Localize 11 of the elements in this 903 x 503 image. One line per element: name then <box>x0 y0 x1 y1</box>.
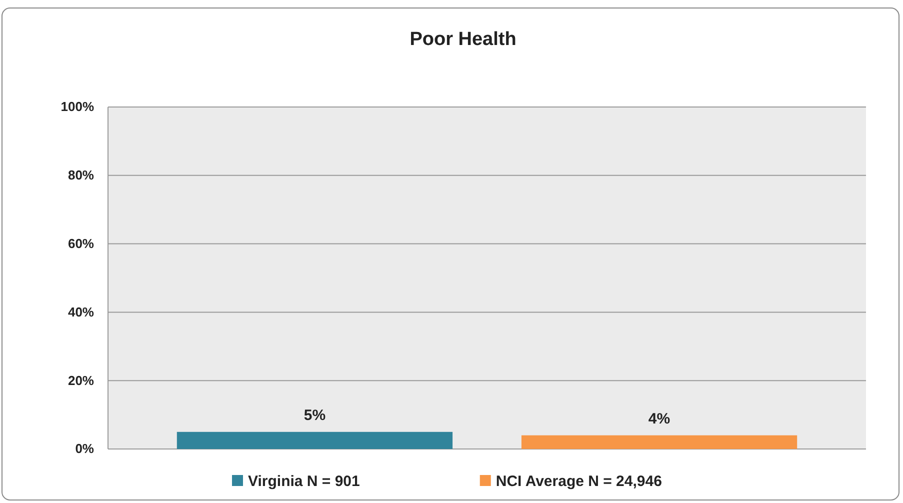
y-tick-label: 20% <box>68 372 94 388</box>
y-tick-label: 100% <box>60 99 94 114</box>
y-tick-label: 80% <box>68 168 94 183</box>
data-label: 5% <box>304 406 326 424</box>
data-label: 4% <box>648 410 670 428</box>
y-tick-label: 40% <box>68 304 94 320</box>
chart-title: Poor Health <box>410 29 516 50</box>
y-tick-label: 60% <box>68 236 94 251</box>
legend-label: NCI Average N = 24,946 <box>496 473 662 490</box>
y-tick-label: 0% <box>75 441 94 456</box>
legend-label: Virginia N = 901 <box>248 473 360 490</box>
